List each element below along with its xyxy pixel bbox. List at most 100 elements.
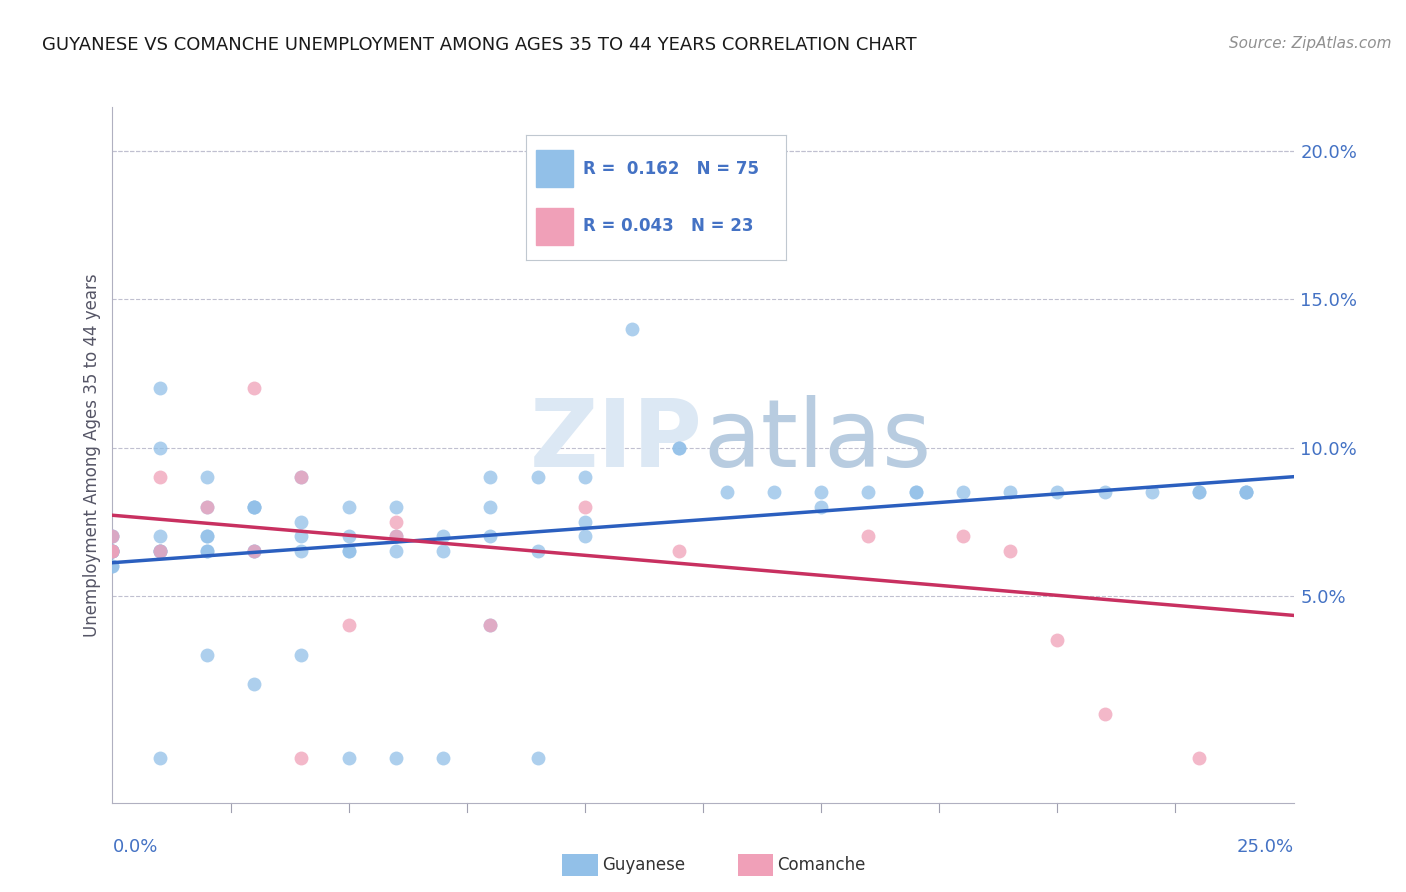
Point [526, 544, 548, 558]
Point [574, 500, 596, 514]
Point [668, 544, 690, 558]
Text: Source: ZipAtlas.com: Source: ZipAtlas.com [1229, 36, 1392, 51]
Point [385, 544, 408, 558]
Point [432, 544, 454, 558]
Point [1234, 484, 1257, 499]
Point [479, 618, 502, 632]
Point [149, 544, 172, 558]
Point [101, 558, 124, 573]
Point [574, 470, 596, 484]
Point [149, 544, 172, 558]
Point [337, 544, 360, 558]
Point [101, 544, 124, 558]
Point [149, 381, 172, 395]
Point [290, 470, 312, 484]
Point [101, 529, 124, 543]
Point [101, 529, 124, 543]
Text: Comanche: Comanche [778, 856, 866, 874]
Point [195, 500, 218, 514]
Point [668, 441, 690, 455]
Point [1046, 632, 1069, 647]
Point [385, 500, 408, 514]
Point [243, 677, 266, 691]
Point [716, 484, 738, 499]
Point [243, 381, 266, 395]
Point [1094, 706, 1116, 721]
Text: GUYANESE VS COMANCHE UNEMPLOYMENT AMONG AGES 35 TO 44 YEARS CORRELATION CHART: GUYANESE VS COMANCHE UNEMPLOYMENT AMONG … [42, 36, 917, 54]
Point [101, 544, 124, 558]
Point [952, 529, 974, 543]
Point [337, 751, 360, 765]
Point [479, 618, 502, 632]
Text: atlas: atlas [703, 395, 931, 487]
Point [479, 500, 502, 514]
Point [149, 529, 172, 543]
Point [149, 544, 172, 558]
Point [101, 544, 124, 558]
Point [101, 544, 124, 558]
Point [149, 470, 172, 484]
Point [479, 529, 502, 543]
Point [195, 529, 218, 543]
Point [149, 544, 172, 558]
Point [858, 529, 880, 543]
Point [243, 500, 266, 514]
Point [432, 751, 454, 765]
Point [337, 618, 360, 632]
Point [101, 529, 124, 543]
Point [858, 484, 880, 499]
Point [195, 544, 218, 558]
Point [195, 544, 218, 558]
Point [101, 544, 124, 558]
Point [904, 484, 927, 499]
Point [243, 500, 266, 514]
Point [998, 484, 1021, 499]
Point [243, 544, 266, 558]
Point [290, 515, 312, 529]
Point [1234, 484, 1257, 499]
Text: Guyanese: Guyanese [602, 856, 685, 874]
Point [149, 441, 172, 455]
Point [810, 484, 832, 499]
Point [716, 174, 738, 188]
Point [904, 484, 927, 499]
Point [290, 751, 312, 765]
Text: 25.0%: 25.0% [1236, 838, 1294, 856]
Point [385, 751, 408, 765]
Point [1094, 484, 1116, 499]
Point [290, 648, 312, 662]
Point [243, 544, 266, 558]
Point [574, 529, 596, 543]
Point [1188, 751, 1211, 765]
Point [385, 529, 408, 543]
Point [337, 500, 360, 514]
Point [621, 322, 644, 336]
Point [1188, 484, 1211, 499]
Point [432, 529, 454, 543]
Point [574, 515, 596, 529]
Point [195, 500, 218, 514]
Point [385, 515, 408, 529]
Point [243, 500, 266, 514]
Y-axis label: Unemployment Among Ages 35 to 44 years: Unemployment Among Ages 35 to 44 years [83, 273, 101, 637]
Text: ZIP: ZIP [530, 395, 703, 487]
Point [149, 751, 172, 765]
Point [952, 484, 974, 499]
Point [243, 544, 266, 558]
Point [195, 470, 218, 484]
Point [385, 529, 408, 543]
Point [195, 648, 218, 662]
Point [290, 544, 312, 558]
Point [1234, 484, 1257, 499]
Text: 0.0%: 0.0% [112, 838, 157, 856]
Point [1046, 484, 1069, 499]
Point [290, 470, 312, 484]
Point [101, 544, 124, 558]
Point [526, 751, 548, 765]
Point [810, 500, 832, 514]
Point [101, 558, 124, 573]
Point [1140, 484, 1163, 499]
Point [668, 441, 690, 455]
Point [195, 529, 218, 543]
Point [337, 544, 360, 558]
